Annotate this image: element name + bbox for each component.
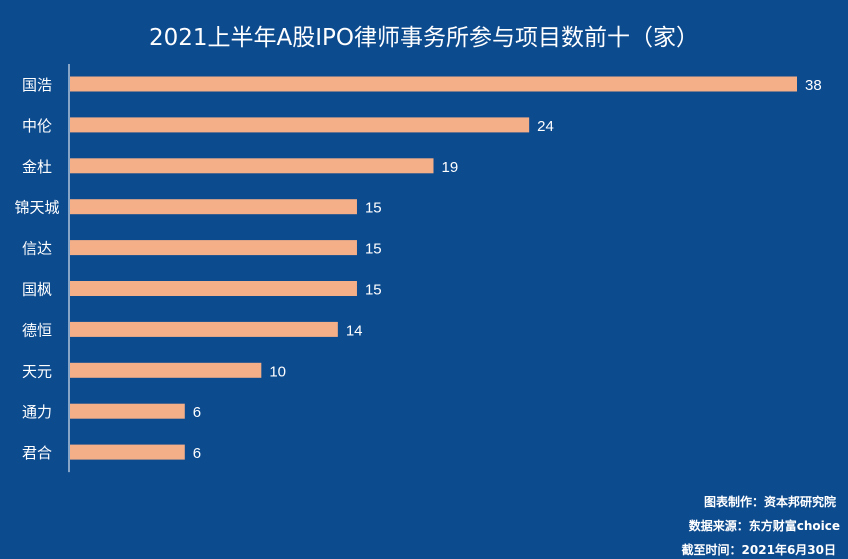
bar-中伦 bbox=[70, 117, 530, 133]
data-label: 38 bbox=[805, 77, 822, 94]
bar-锦天城 bbox=[70, 199, 357, 215]
category-label: 信达 bbox=[22, 240, 52, 258]
data-label: 15 bbox=[365, 282, 382, 299]
bar-国枫 bbox=[70, 281, 357, 296]
bar-信达 bbox=[70, 240, 357, 256]
data-label: 15 bbox=[365, 200, 382, 217]
category-label: 金杜 bbox=[22, 158, 52, 176]
data-label: 14 bbox=[346, 322, 363, 339]
data-label: 6 bbox=[193, 445, 201, 462]
category-label: 通力 bbox=[22, 403, 52, 421]
bar-通力 bbox=[70, 403, 185, 419]
category-label: 国浩 bbox=[22, 76, 52, 94]
data-label: 10 bbox=[269, 363, 286, 380]
category-label: 天元 bbox=[22, 362, 52, 380]
bar-君合 bbox=[70, 444, 185, 460]
category-label: 君合 bbox=[22, 444, 52, 462]
bar-金杜 bbox=[70, 158, 434, 174]
data-label: 15 bbox=[365, 241, 382, 258]
data-source: 数据来源：东方财富choice bbox=[688, 519, 840, 533]
category-label: 德恒 bbox=[22, 321, 52, 339]
bar-天元 bbox=[70, 362, 262, 378]
bar-国浩 bbox=[70, 76, 797, 92]
data-label: 24 bbox=[537, 118, 554, 135]
chart-credit: 图表制作：资本邦研究院 bbox=[703, 495, 836, 509]
category-label: 中伦 bbox=[22, 117, 52, 135]
data-label: 6 bbox=[193, 404, 201, 421]
category-label: 锦天城 bbox=[14, 199, 59, 217]
bar-德恒 bbox=[70, 321, 338, 337]
as-of-date: 截至时间：2021年6月30日 bbox=[681, 543, 836, 557]
category-label: 国枫 bbox=[22, 281, 52, 299]
data-label: 19 bbox=[442, 159, 459, 176]
chart-title: 2021上半年A股IPO律师事务所参与项目数前十（家） bbox=[148, 25, 700, 51]
